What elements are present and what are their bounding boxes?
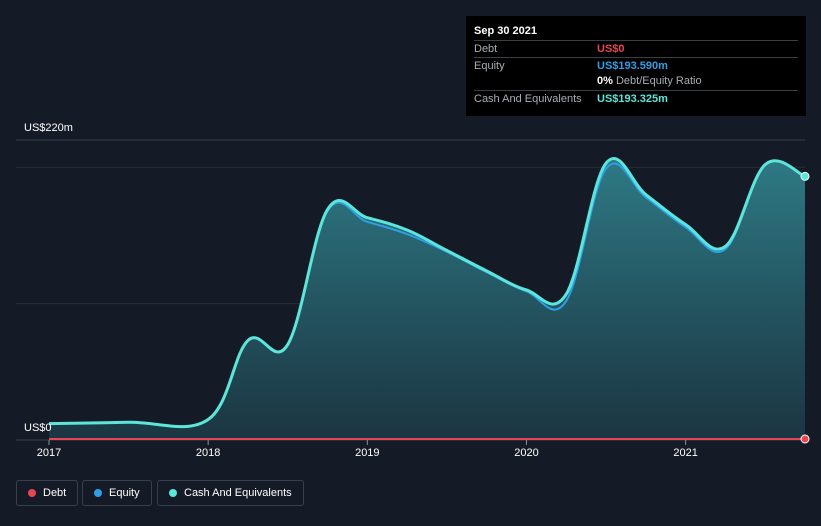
tooltip-ratio: 0% Debt/Equity Ratio <box>597 75 702 87</box>
tooltip-debt-row: Debt US$0 <box>474 40 798 57</box>
tooltip-panel: Sep 30 2021 Debt US$0 Equity US$193.590m… <box>466 16 806 116</box>
tooltip-ratio-pct: 0% <box>597 75 613 87</box>
cash-end-marker <box>800 171 810 181</box>
debt-end-marker <box>800 434 810 444</box>
y-axis-bottom-label: US$0 <box>24 422 52 434</box>
y-axis-top-label: US$220m <box>24 122 73 134</box>
x-tick-label: 2018 <box>195 447 221 459</box>
legend-item-debt[interactable]: Debt <box>16 480 79 506</box>
legend-debt-label: Debt <box>43 487 67 499</box>
tooltip-cash-value: US$193.325m <box>597 93 668 105</box>
legend-item-cash[interactable]: Cash And Equivalents <box>157 480 304 506</box>
tooltip-debt-value: US$0 <box>597 43 625 55</box>
equity-dot-icon <box>94 489 102 497</box>
debt-dot-icon <box>28 489 36 497</box>
tooltip-equity-value: US$193.590m <box>597 60 668 72</box>
cash-area <box>49 158 805 440</box>
legend-item-equity[interactable]: Equity <box>82 480 152 506</box>
tooltip-ratio-row: 0% Debt/Equity Ratio <box>474 73 798 89</box>
x-tick-label: 2017 <box>36 447 62 459</box>
x-tick-label: 2020 <box>514 447 539 459</box>
tooltip-cash-row: Cash And Equivalents US$193.325m <box>474 90 798 107</box>
tooltip-date: Sep 30 2021 <box>474 25 537 37</box>
tooltip-equity-row: Equity US$193.590m <box>474 57 798 74</box>
tooltip-debt-label: Debt <box>474 43 498 55</box>
tooltip-equity-label: Equity <box>474 60 505 72</box>
legend-equity-label: Equity <box>109 487 140 499</box>
x-tick-label: 2019 <box>355 447 380 459</box>
legend-cash-label: Cash And Equivalents <box>184 487 292 499</box>
x-tick-label: 2021 <box>673 447 698 459</box>
tooltip-cash-label: Cash And Equivalents <box>474 93 582 105</box>
tooltip-ratio-label: Debt/Equity Ratio <box>615 75 702 87</box>
cash-series-line <box>48 157 806 429</box>
cash-dot-icon <box>169 489 177 497</box>
